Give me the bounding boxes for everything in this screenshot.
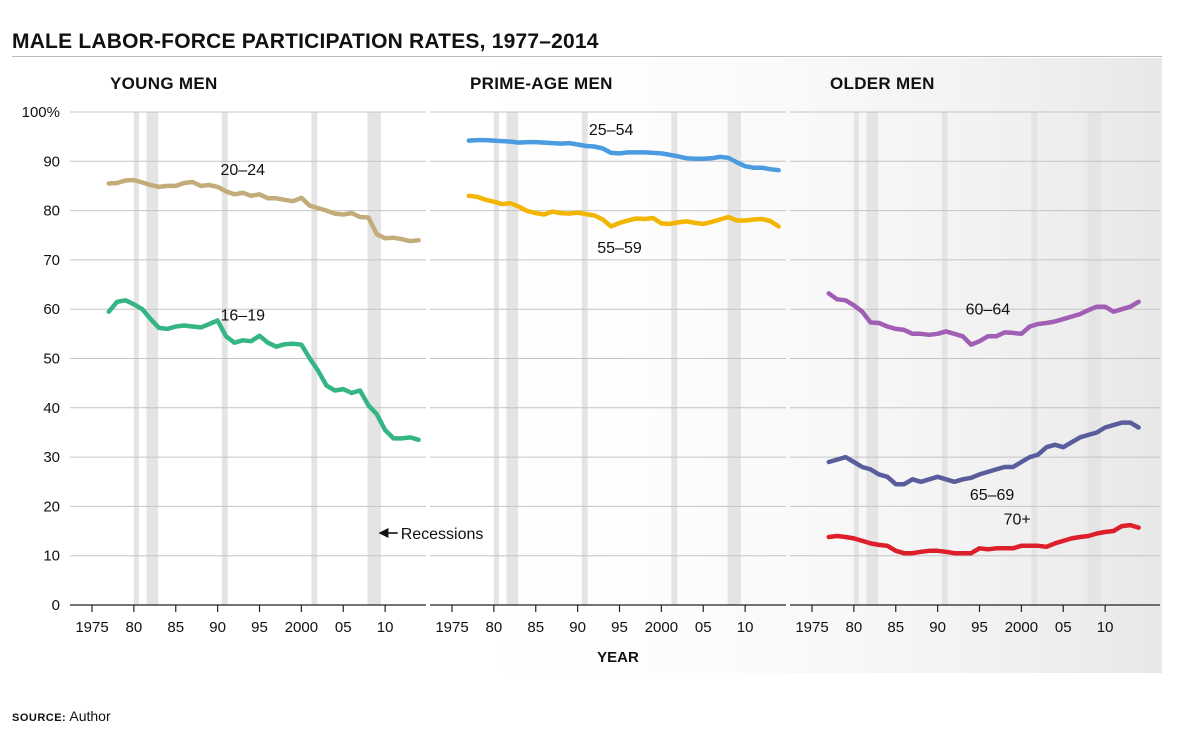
x-tick-label: 95 xyxy=(251,619,268,636)
series-line xyxy=(826,522,1141,556)
x-tick-label: 85 xyxy=(887,619,904,636)
y-tick-label: 10 xyxy=(43,548,60,565)
recession-arrow-head xyxy=(378,528,389,538)
x-tick-label: 80 xyxy=(126,619,143,636)
x-tick-label: 1975 xyxy=(435,619,468,636)
y-tick-label: 70 xyxy=(43,252,60,269)
x-tick-label: 2000 xyxy=(1005,619,1038,636)
series-line xyxy=(826,420,1141,487)
background-shade xyxy=(420,58,1162,673)
x-tick-label: 05 xyxy=(335,619,352,636)
chart-title: MALE LABOR-FORCE PARTICIPATION RATES, 19… xyxy=(12,30,599,53)
x-tick-label: 95 xyxy=(611,619,628,636)
y-tick-label: 80 xyxy=(43,203,60,220)
x-tick-label: 90 xyxy=(209,619,226,636)
x-tick-label: 95 xyxy=(971,619,988,636)
y-tick-label: 50 xyxy=(43,351,60,368)
axes xyxy=(70,528,1160,612)
y-tick-label: 40 xyxy=(43,400,60,417)
x-tick-label: 2000 xyxy=(645,619,678,636)
x-tick-label: 1975 xyxy=(75,619,108,636)
series-label: 70+ xyxy=(1004,511,1031,528)
y-tick-label: 90 xyxy=(43,153,60,170)
x-tick-label: 80 xyxy=(486,619,503,636)
title-rule xyxy=(12,56,1162,57)
series-label: 60–64 xyxy=(966,301,1011,318)
series-line xyxy=(466,193,781,229)
x-tick-label: 80 xyxy=(846,619,863,636)
panel-title: YOUNG MEN xyxy=(110,74,218,93)
chart-text: 0 10 20 30 40 50 60 70 80 90 100% 1975 80 85 90 95 2000 0… xyxy=(22,74,1114,666)
source-note: SOURCE: Author xyxy=(12,708,111,724)
x-tick-label: 10 xyxy=(1097,619,1114,636)
series-lines xyxy=(106,137,1141,556)
series-label: 20–24 xyxy=(221,162,266,179)
x-tick-label: 1975 xyxy=(795,619,828,636)
x-tick-label: 85 xyxy=(167,619,184,636)
source-label: SOURCE: xyxy=(12,712,67,724)
x-tick-label: 85 xyxy=(527,619,544,636)
x-tick-label: 2000 xyxy=(285,619,318,636)
x-tick-label: 10 xyxy=(737,619,754,636)
y-tick-label: 0 xyxy=(52,597,60,614)
series-line xyxy=(106,177,421,244)
series-label: 65–69 xyxy=(970,487,1015,504)
x-axis-title: YEAR xyxy=(597,649,639,666)
series-label: 25–54 xyxy=(589,122,634,139)
panel-title: PRIME-AGE MEN xyxy=(470,74,613,93)
x-tick-label: 05 xyxy=(695,619,712,636)
series-line xyxy=(826,291,1141,347)
y-tick-label: 30 xyxy=(43,449,60,466)
x-tick-label: 05 xyxy=(1055,619,1072,636)
panel-title: OLDER MEN xyxy=(830,74,935,93)
x-tick-label: 90 xyxy=(929,619,946,636)
gridlines xyxy=(70,111,1160,557)
series-line xyxy=(106,298,421,443)
source-text: Author xyxy=(69,708,111,724)
series-line xyxy=(466,137,781,173)
y-tick-label: 100% xyxy=(22,104,60,121)
series-label: 55–59 xyxy=(597,240,642,257)
x-tick-label: 10 xyxy=(377,619,394,636)
y-tick-label: 20 xyxy=(43,498,60,515)
recession-annotation: Recessions xyxy=(401,526,484,543)
series-label: 16–19 xyxy=(221,307,266,324)
x-tick-label: 90 xyxy=(569,619,586,636)
y-tick-label: 60 xyxy=(43,301,60,318)
